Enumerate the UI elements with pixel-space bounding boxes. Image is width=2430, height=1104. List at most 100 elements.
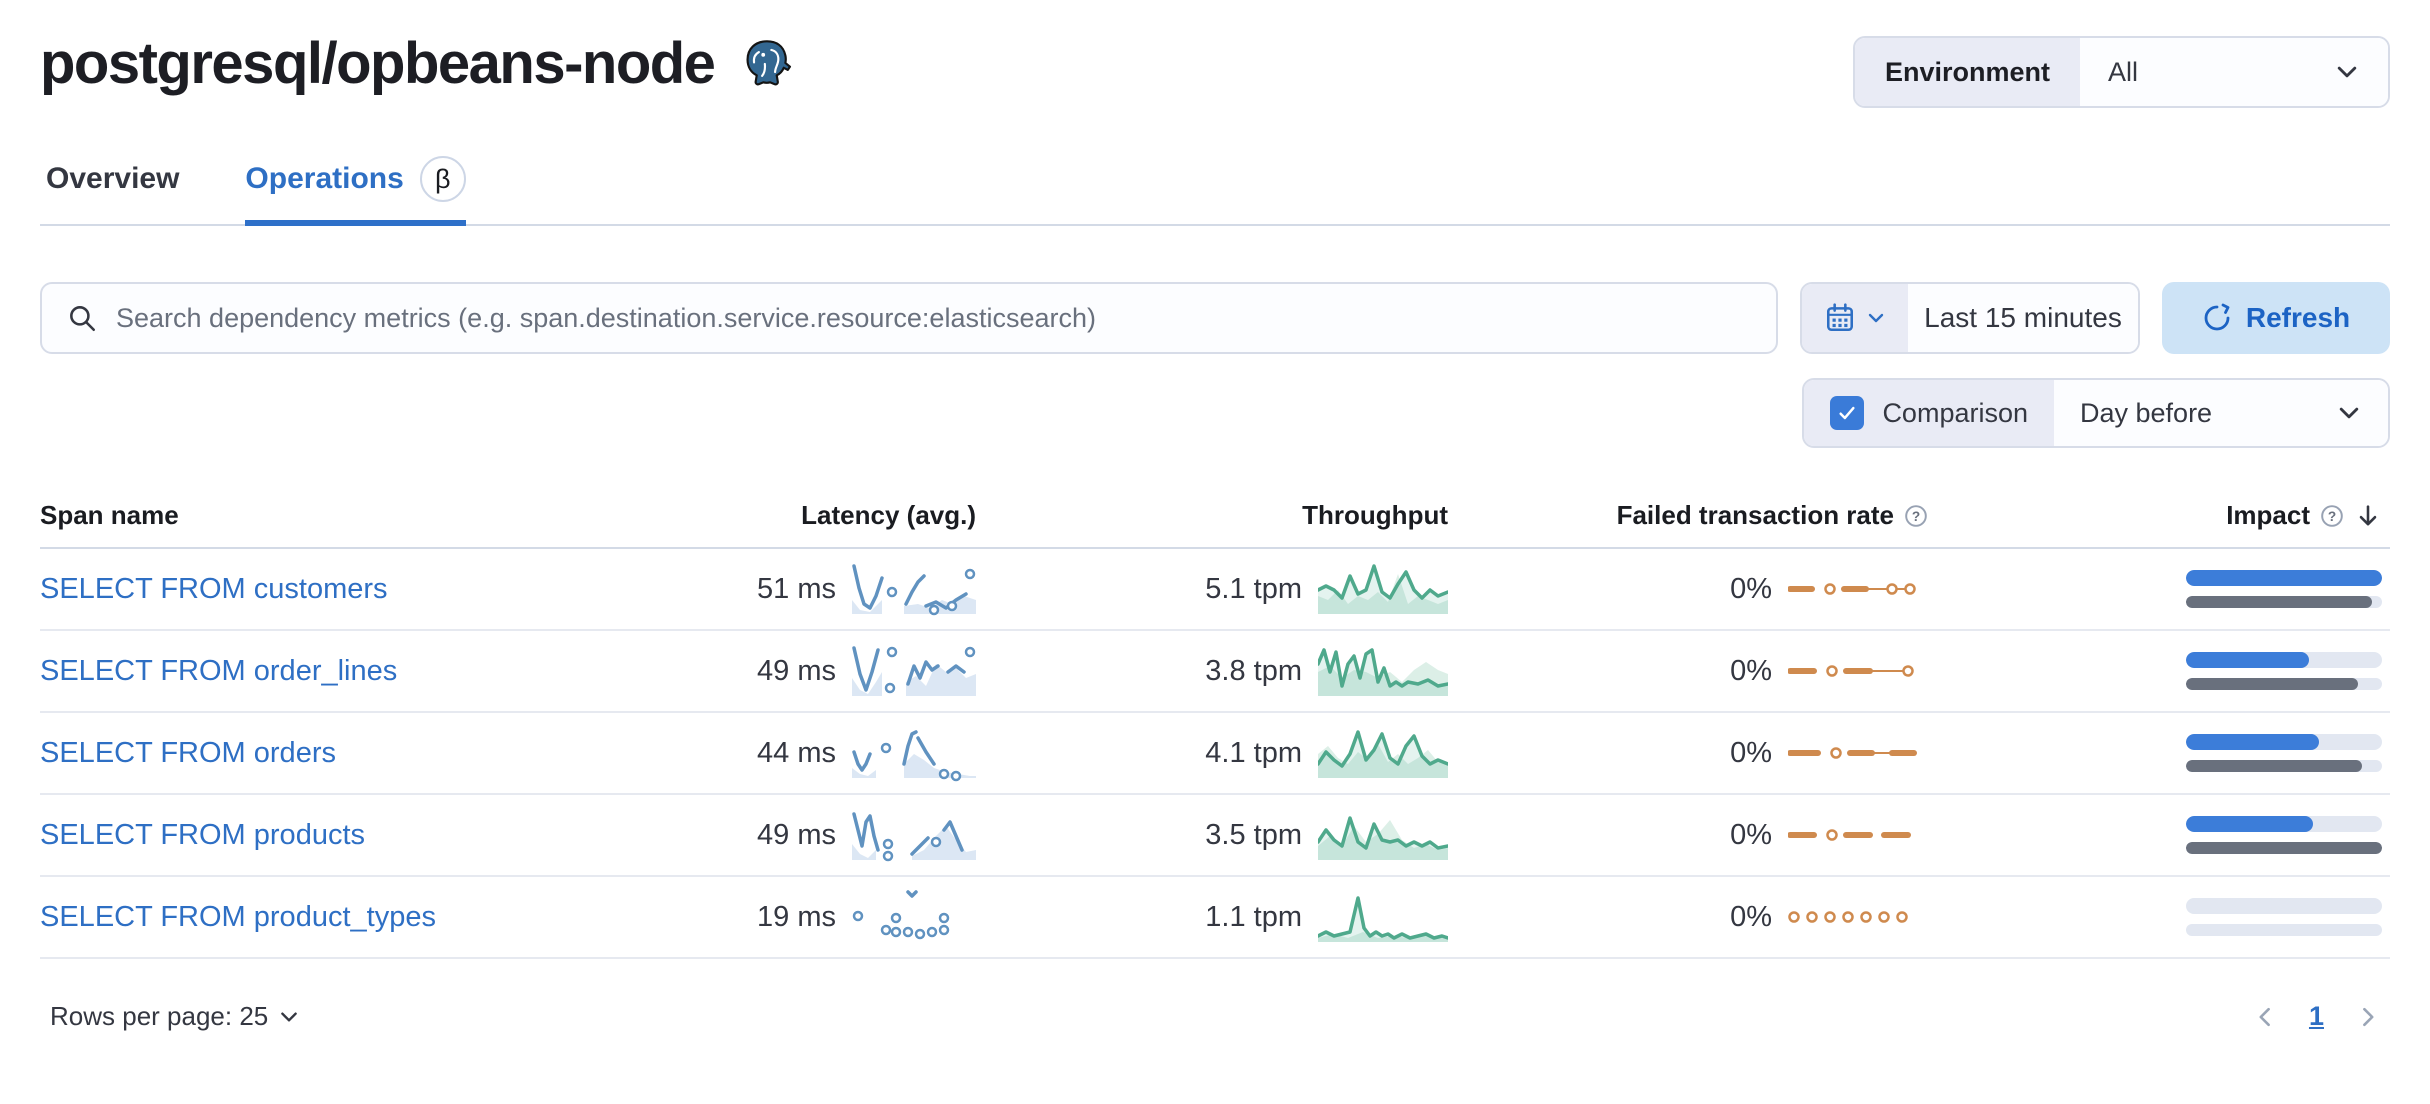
tab-overview[interactable]: Overview bbox=[46, 156, 179, 224]
span-name-cell: SELECT FROM order_lines bbox=[40, 655, 546, 688]
impact-bar-track bbox=[2186, 570, 2382, 586]
throughput-sparkline bbox=[1318, 648, 1448, 696]
date-picker: Last 15 minutes bbox=[1800, 282, 2140, 354]
chevron-down-icon bbox=[281, 1011, 298, 1022]
impact-bar-track-previous bbox=[2186, 842, 2382, 854]
col-impact[interactable]: Impact ? bbox=[1928, 500, 2390, 531]
calendar-icon bbox=[1826, 303, 1854, 332]
span-link[interactable]: SELECT FROM products bbox=[40, 818, 366, 851]
impact-bar-track-previous bbox=[2186, 924, 2382, 936]
sort-descending-icon bbox=[2359, 504, 2377, 525]
tab-bar: Overview Operations β bbox=[40, 156, 2390, 226]
impact-bar-current bbox=[2186, 734, 2320, 750]
span-link[interactable]: SELECT FROM customers bbox=[40, 572, 388, 605]
comparison-checkbox[interactable] bbox=[1830, 396, 1865, 430]
latency-cell: 44 ms bbox=[546, 724, 976, 782]
span-link[interactable]: SELECT FROM product_types bbox=[40, 900, 436, 933]
chevron-down-icon bbox=[1868, 313, 1884, 323]
span-name-cell: SELECT FROM products bbox=[40, 819, 546, 852]
help-icon[interactable]: ? bbox=[1904, 504, 1928, 528]
failed-rate-value: 0% bbox=[1730, 654, 1772, 687]
throughput-sparkline bbox=[1318, 730, 1448, 778]
failed-rate-sparkline bbox=[1788, 583, 1916, 595]
chevron-down-icon bbox=[2339, 407, 2359, 419]
impact-cell bbox=[1928, 816, 2390, 854]
failed-rate-value: 0% bbox=[1730, 736, 1772, 769]
latency-value: 49 ms bbox=[757, 654, 836, 687]
comparison-label: Comparison bbox=[1882, 397, 2028, 428]
throughput-cell: 3.5 tpm bbox=[976, 806, 1448, 864]
postgresql-logo-icon bbox=[746, 39, 792, 85]
next-page-button[interactable] bbox=[2354, 1004, 2380, 1030]
failed-rate-cell: 0% bbox=[1448, 649, 1928, 693]
page-number[interactable]: 1 bbox=[2308, 1001, 2324, 1031]
search-input[interactable] bbox=[116, 302, 1752, 334]
rows-per-page-button[interactable]: Rows per page: 25 bbox=[50, 1001, 300, 1032]
impact-bar-track-previous bbox=[2186, 596, 2382, 608]
comparison-selected-value: Day before bbox=[2080, 397, 2213, 428]
latency-value: 44 ms bbox=[757, 736, 836, 769]
table-row: SELECT FROM orders 44 ms 4.1 tpm 0% bbox=[40, 713, 2390, 795]
environment-selected-value: All bbox=[2108, 56, 2139, 87]
comparison-checkbox-group[interactable]: Comparison bbox=[1804, 380, 2054, 446]
span-name-cell: SELECT FROM orders bbox=[40, 737, 546, 770]
latency-sparkline bbox=[852, 890, 950, 940]
previous-page-button[interactable] bbox=[2253, 1004, 2279, 1030]
filter-controls: Last 15 minutes Refresh bbox=[40, 282, 2390, 354]
throughput-sparkline bbox=[1318, 564, 1448, 614]
search-icon bbox=[70, 306, 96, 332]
environment-label: Environment bbox=[1854, 38, 2080, 106]
impact-bar-previous bbox=[2186, 596, 2373, 608]
impact-bar-previous bbox=[2186, 760, 2363, 772]
latency-sparkline bbox=[852, 730, 976, 782]
throughput-cell: 4.1 tpm bbox=[976, 724, 1448, 782]
failed-rate-value: 0% bbox=[1730, 900, 1772, 933]
col-failed-rate: Failed transaction rate ? bbox=[1448, 500, 1928, 531]
comparison-select[interactable]: Day before bbox=[2054, 380, 2388, 446]
svg-text:?: ? bbox=[1912, 508, 1920, 523]
span-link[interactable]: SELECT FROM orders bbox=[40, 736, 336, 769]
col-throughput: Throughput bbox=[1302, 500, 1448, 530]
latency-value: 49 ms bbox=[757, 818, 836, 851]
table-footer: Rows per page: 25 1 bbox=[40, 1001, 2390, 1032]
failed-rate-value: 0% bbox=[1730, 572, 1772, 605]
col-latency: Latency (avg.) bbox=[801, 500, 976, 530]
failed-rate-sparkline bbox=[1788, 829, 1911, 841]
failed-rate-sparkline bbox=[1788, 747, 1917, 759]
time-range-button[interactable]: Last 15 minutes bbox=[1908, 284, 2138, 352]
table-row: SELECT FROM product_types 19 ms 1.1 tpm … bbox=[40, 877, 2390, 959]
chevron-down-icon bbox=[2337, 66, 2357, 78]
page-header: postgresql/opbeans-node Environment All bbox=[40, 30, 2390, 108]
refresh-label: Refresh bbox=[2245, 302, 2351, 333]
table-body: SELECT FROM customers 51 ms 5.1 tpm 0% S… bbox=[40, 549, 2390, 959]
throughput-value: 4.1 tpm bbox=[1205, 736, 1302, 769]
latency-value: 19 ms bbox=[757, 900, 836, 933]
failed-rate-cell: 0% bbox=[1448, 567, 1928, 611]
latency-sparkline bbox=[852, 812, 976, 862]
help-icon[interactable]: ? bbox=[2320, 504, 2344, 528]
latency-cell: 51 ms bbox=[546, 560, 976, 618]
impact-bar-track-previous bbox=[2186, 678, 2382, 690]
environment-value-dropdown[interactable]: All bbox=[2080, 38, 2388, 106]
failed-rate-cell: 0% bbox=[1448, 731, 1928, 775]
tab-overview-label: Overview bbox=[46, 162, 180, 195]
latency-cell: 19 ms bbox=[546, 888, 976, 946]
refresh-button[interactable]: Refresh bbox=[2162, 282, 2390, 354]
operations-table: Span name Latency (avg.) Throughput Fail… bbox=[40, 500, 2390, 959]
dependency-operations-page: postgresql/opbeans-node Environment All … bbox=[40, 30, 2390, 1032]
latency-value: 51 ms bbox=[757, 572, 836, 605]
date-picker-calendar-button[interactable] bbox=[1802, 284, 1908, 352]
failed-rate-cell: 0% bbox=[1448, 813, 1928, 857]
impact-bar-track bbox=[2186, 898, 2382, 914]
span-link[interactable]: SELECT FROM order_lines bbox=[40, 654, 398, 687]
tab-operations[interactable]: Operations β bbox=[245, 156, 467, 226]
failed-rate-cell: 0% bbox=[1448, 895, 1928, 939]
chevron-left-icon bbox=[2259, 1007, 2270, 1026]
impact-bar-current bbox=[2186, 652, 2310, 668]
span-name-cell: SELECT FROM product_types bbox=[40, 901, 546, 934]
throughput-value: 3.8 tpm bbox=[1205, 654, 1302, 687]
latency-sparkline bbox=[852, 646, 976, 696]
latency-cell: 49 ms bbox=[546, 642, 976, 700]
throughput-cell: 1.1 tpm bbox=[976, 888, 1448, 946]
throughput-sparkline bbox=[1318, 896, 1448, 942]
